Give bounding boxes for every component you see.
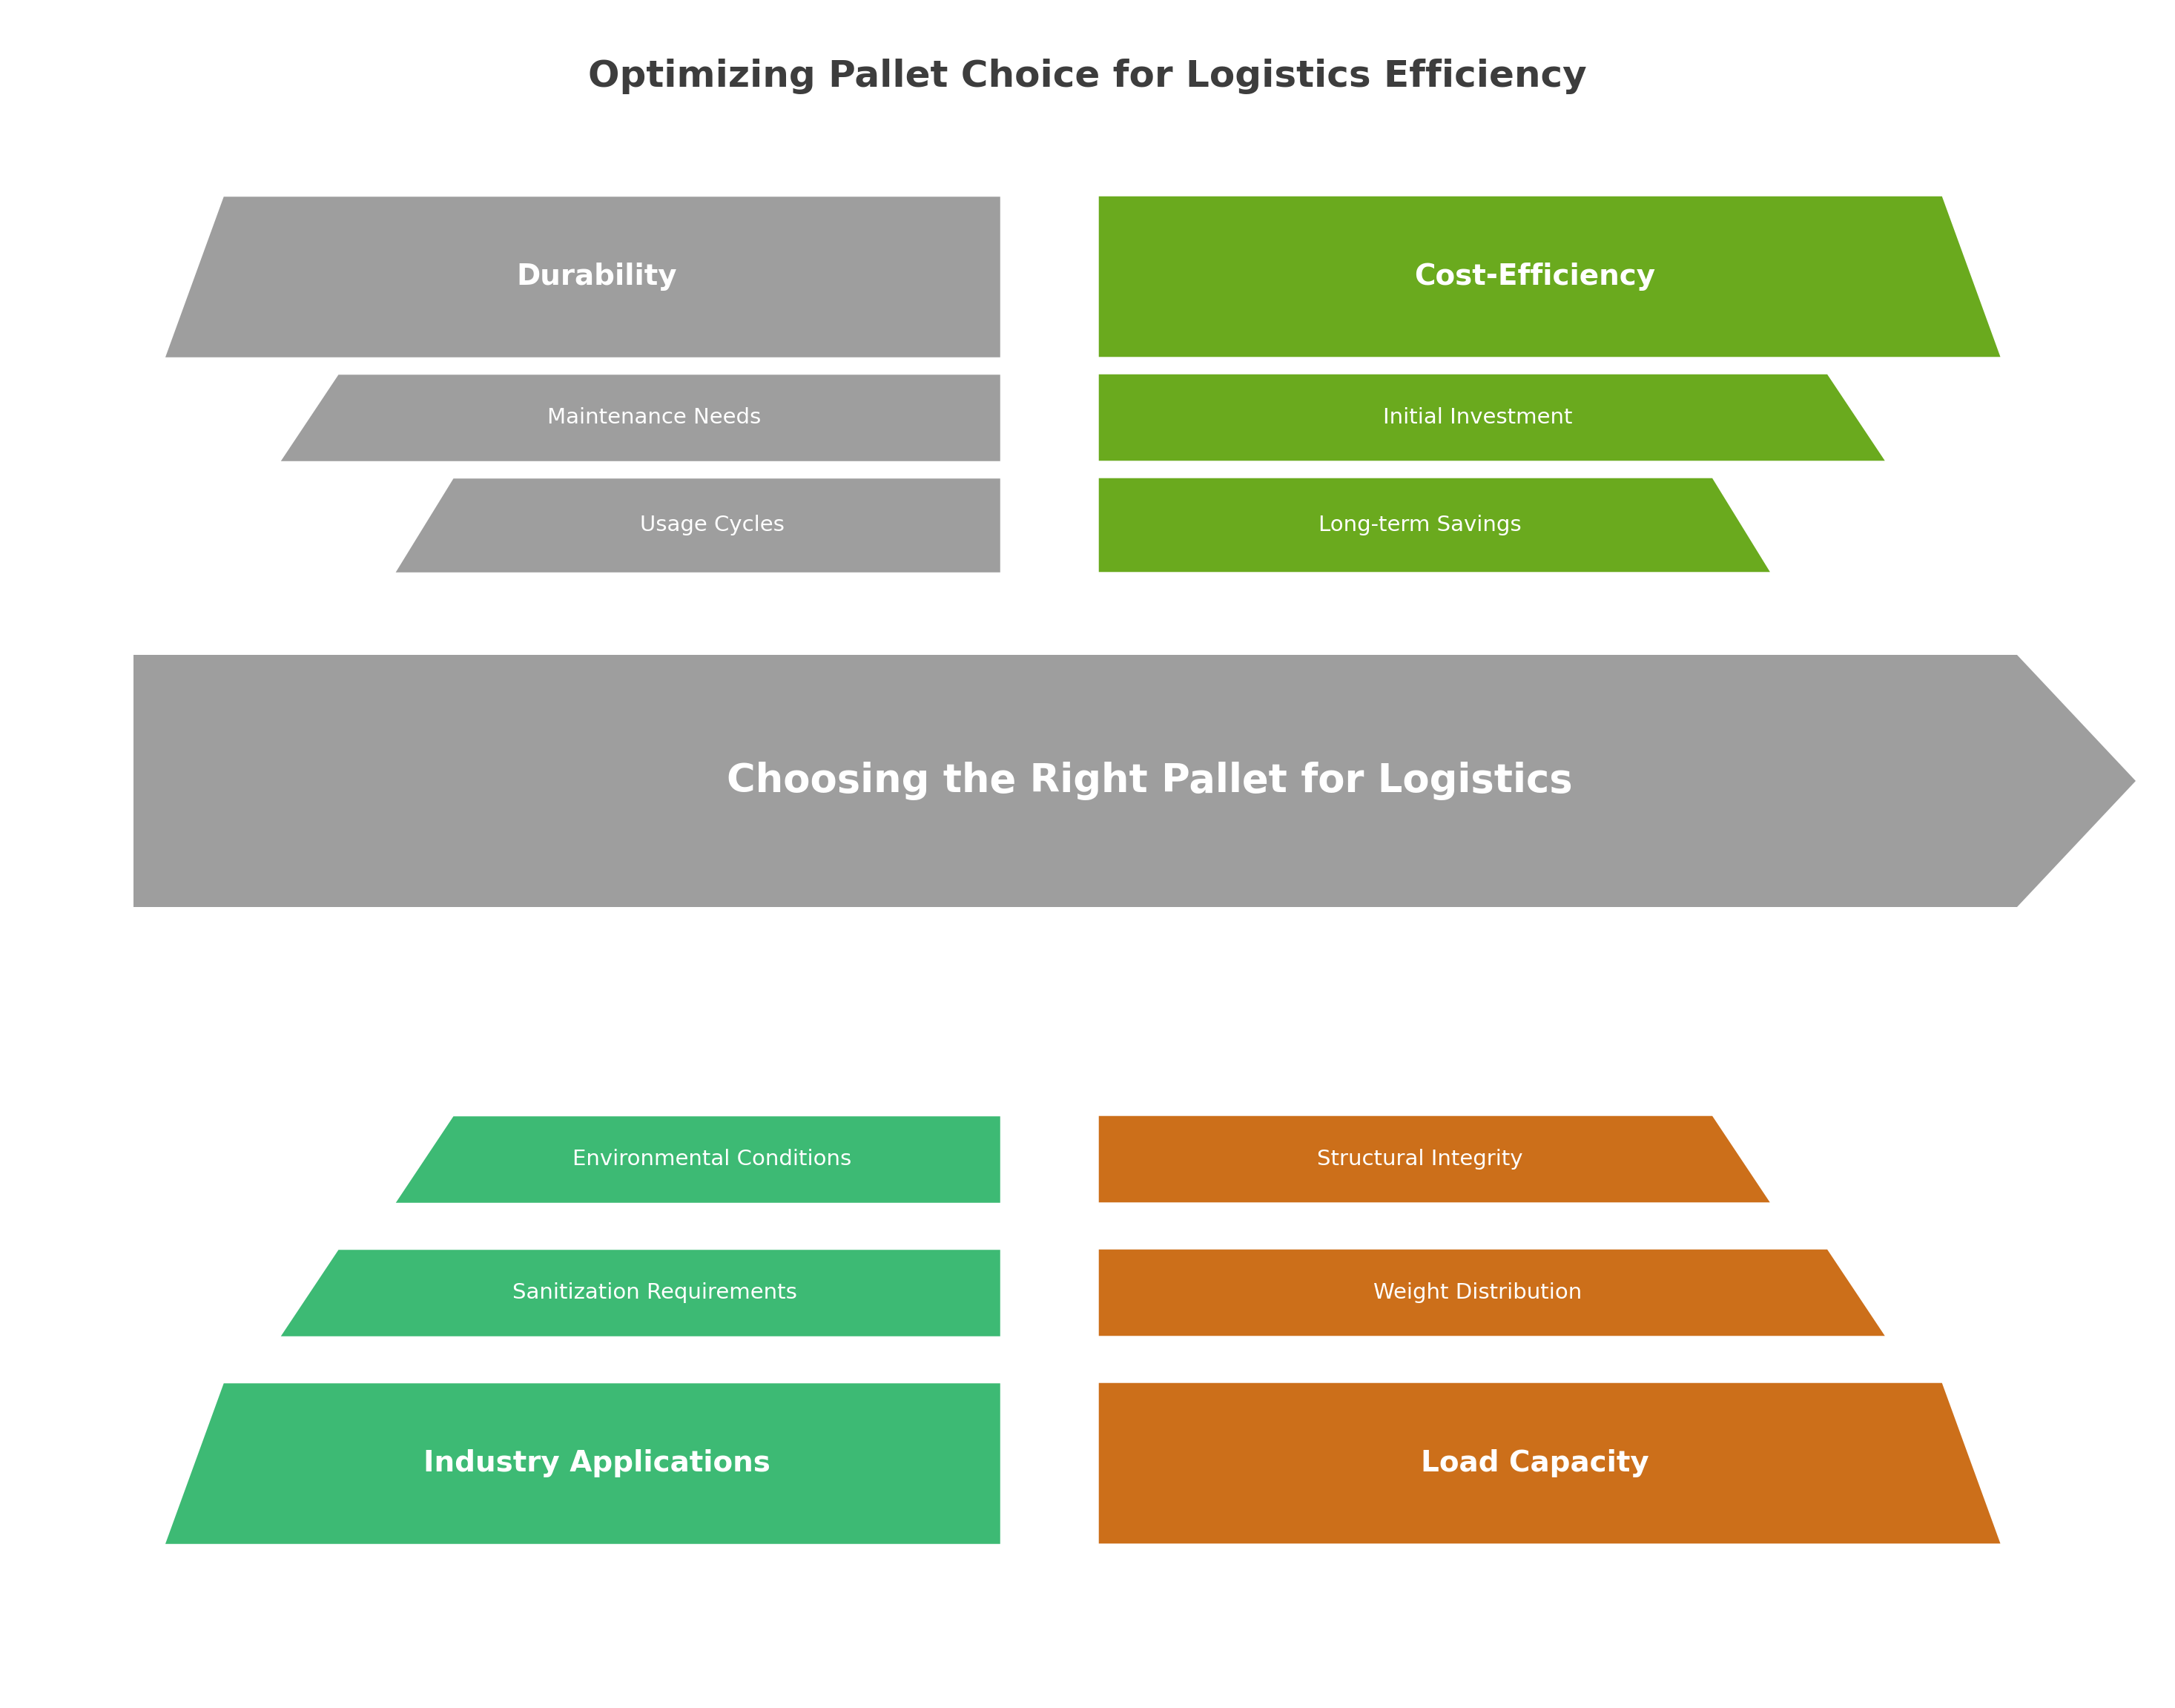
Polygon shape	[1098, 1249, 1888, 1337]
Text: Environmental Conditions: Environmental Conditions	[572, 1149, 850, 1170]
Polygon shape	[394, 1115, 1001, 1204]
Polygon shape	[133, 654, 2136, 907]
Text: Cost-Efficiency: Cost-Efficiency	[1414, 263, 1655, 290]
Text: Weight Distribution: Weight Distribution	[1372, 1283, 1581, 1303]
Polygon shape	[1098, 1115, 1773, 1204]
Text: Load Capacity: Load Capacity	[1420, 1448, 1649, 1477]
Polygon shape	[1098, 1382, 2003, 1544]
Text: Structural Integrity: Structural Integrity	[1318, 1149, 1522, 1170]
Text: Durability: Durability	[518, 263, 676, 290]
Polygon shape	[278, 1249, 1001, 1337]
Text: Sanitization Requirements: Sanitization Requirements	[511, 1283, 796, 1303]
Polygon shape	[163, 195, 1000, 359]
Polygon shape	[278, 372, 1001, 463]
Polygon shape	[1098, 477, 1773, 574]
Text: Long-term Savings: Long-term Savings	[1318, 514, 1522, 536]
Text: Optimizing Pallet Choice for Logistics Efficiency: Optimizing Pallet Choice for Logistics E…	[587, 58, 1588, 94]
Text: Maintenance Needs: Maintenance Needs	[548, 407, 761, 429]
Text: Usage Cycles: Usage Cycles	[639, 514, 785, 536]
Polygon shape	[394, 477, 1001, 574]
Text: Choosing the Right Pallet for Logistics: Choosing the Right Pallet for Logistics	[726, 762, 1573, 801]
Polygon shape	[1098, 372, 1888, 463]
Polygon shape	[163, 1382, 1000, 1544]
Text: Industry Applications: Industry Applications	[424, 1448, 770, 1477]
Polygon shape	[1098, 195, 2003, 359]
Text: Initial Investment: Initial Investment	[1383, 407, 1573, 429]
